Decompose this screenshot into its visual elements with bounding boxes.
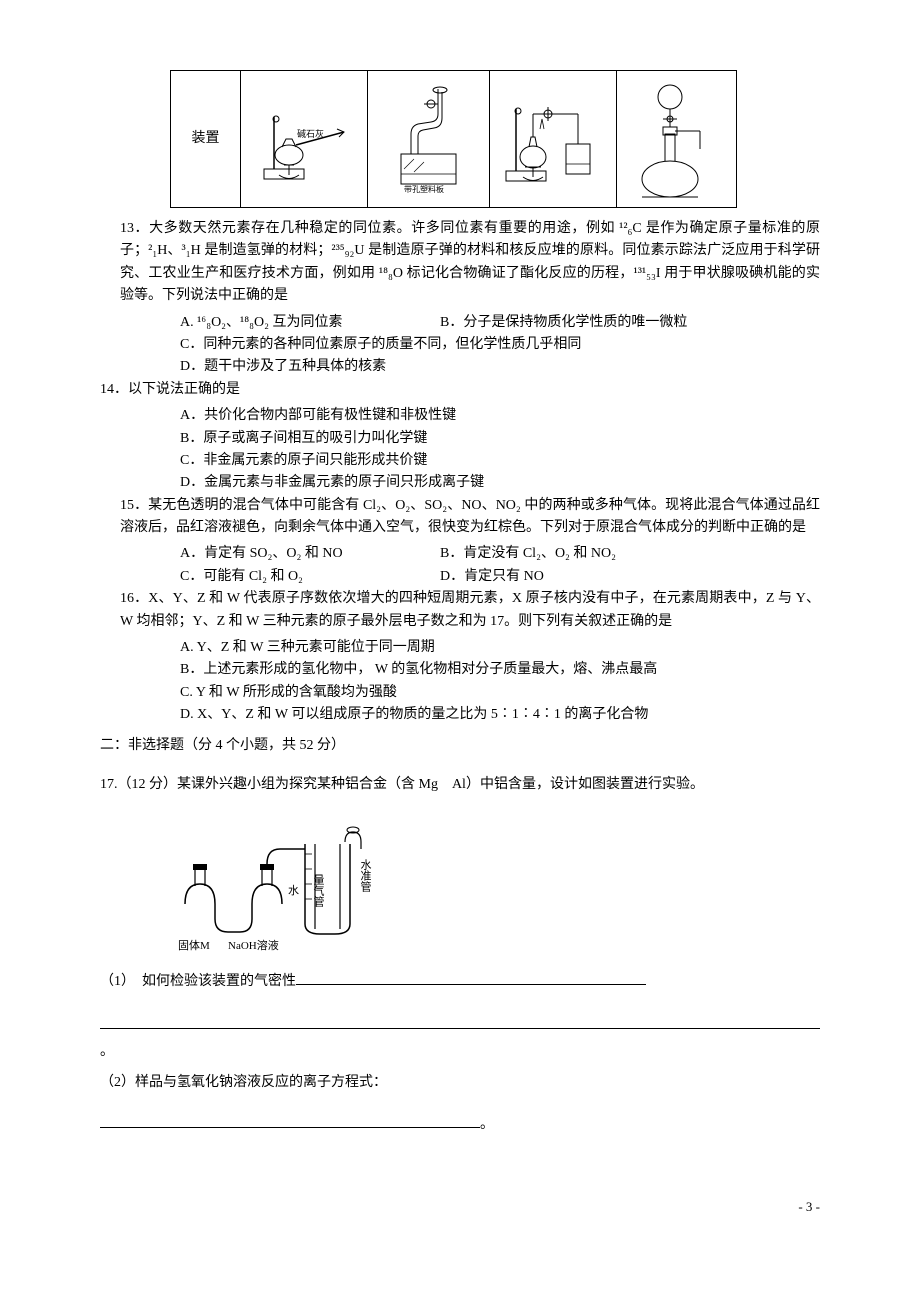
q17-p1-suffix: 。 <box>100 1041 820 1063</box>
label-naoh: NaOH溶液 <box>228 938 279 952</box>
apparatus-cell-1: 碱石灰 <box>241 71 368 208</box>
q14-option-c: C．非金属元素的原子间只能形成共价键 <box>100 450 820 472</box>
q17-stem: 17.（12 分）某课外兴趣小组为探究某种铝合金（含 Mg Al）中铝含量，设计… <box>100 771 820 799</box>
q15-options-ab: A．肯定有 SO₂、O₂ 和 NO B．肯定没有 Cl₂、O₂ 和 NO₂ <box>100 543 820 565</box>
q15-stem: 15．某无色透明的混合气体中可能含有 Cl₂、O₂、SO₂、NO、NO₂ 中的两… <box>100 495 820 540</box>
apparatus-diagram-4 <box>625 79 720 199</box>
q15-option-a: A．肯定有 SO₂、O₂ 和 NO <box>180 543 440 565</box>
q13-option-a: A. ¹⁶₈O₂、¹⁸₈O₂ 互为同位素 <box>180 312 440 334</box>
apparatus-cell-4 <box>617 71 737 208</box>
q16-option-b: B．上述元素形成的氢化物中， W 的氢化物相对分子质量最大，熔、沸点最高 <box>100 659 820 681</box>
apparatus-diagram-1: 碱石灰 <box>249 97 359 182</box>
q13-option-c: C．同种元素的各种同位素原子的质量不同，但化学性质几乎相同 <box>100 334 820 356</box>
q17-p2-suffix: 。 <box>480 1117 494 1132</box>
q13-option-b: B．分子是保持物质化学性质的唯一微粒 <box>440 312 687 334</box>
experiment-diagram: 固体M NaOH溶液 水 量气管 水准管 <box>170 814 820 954</box>
apparatus-diagram-2: 带孔塑料板 <box>376 84 481 194</box>
blank-line-2 <box>100 1005 820 1029</box>
apparatus-cell-2: 带孔塑料板 <box>368 71 490 208</box>
label-gas-tube: 量气管 <box>312 874 325 908</box>
q15-option-d: D．肯定只有 NO <box>440 566 544 588</box>
q16-option-d: D. X、Y、Z 和 W 可以组成原子的物质的量之比为 5∶1∶4∶1 的离子化… <box>100 704 820 726</box>
blank-line-3 <box>100 1112 480 1128</box>
q14-option-a: A．共价化合物内部可能有极性键和非极性键 <box>100 405 820 427</box>
q13-option-d: D．题干中涉及了五种具体的核素 <box>100 356 820 378</box>
label-lime: 碱石灰 <box>297 128 324 139</box>
q16-option-c: C. Y 和 W 所形成的含氧酸均为强酸 <box>100 682 820 704</box>
apparatus-table: 装置 碱石灰 <box>170 70 737 208</box>
q13-stem: 13．大多数天然元素存在几种稳定的同位素。许多同位素有重要的用途，例如 ¹²₆C… <box>100 218 820 308</box>
q14-stem: 14．以下说法正确的是 <box>100 379 820 401</box>
q16-option-a: A. Y、Z 和 W 三种元素可能位于同一周期 <box>100 637 820 659</box>
table-row-label: 装置 <box>171 71 241 208</box>
q15-option-c: C．可能有 Cl₂ 和 O₂ <box>180 566 440 588</box>
q15-option-b: B．肯定没有 Cl₂、O₂ 和 NO₂ <box>440 543 616 565</box>
section2-header: 二：非选择题（分 4 个小题，共 52 分） <box>100 735 820 757</box>
q17-part1: （1） 如何检验该装置的气密性 <box>100 969 820 993</box>
page-number: - 3 - <box>100 1197 820 1218</box>
label-water: 水 <box>288 884 299 897</box>
apparatus-diagram-3 <box>498 89 608 189</box>
q14-option-b: B．原子或离子间相互的吸引力叫化学键 <box>100 428 820 450</box>
q16-stem: 16．X、Y、Z 和 W 代表原子序数依次增大的四种短周期元素，X 原子核内没有… <box>100 588 820 633</box>
blank-line-1 <box>296 969 646 985</box>
label-plastic: 带孔塑料板 <box>404 184 444 194</box>
q15-options-cd: C．可能有 Cl₂ 和 O₂ D．肯定只有 NO <box>100 566 820 588</box>
q13-options-ab: A. ¹⁶₈O₂、¹⁸₈O₂ 互为同位素 B．分子是保持物质化学性质的唯一微粒 <box>100 312 820 334</box>
q14-option-d: D．金属元素与非金属元素的原子间只形成离子键 <box>100 472 820 494</box>
q17-p1-prefix: （1） 如何检验该装置的气密性 <box>100 974 296 989</box>
q17-part2: （2）样品与氢氧化钠溶液反应的离子方程式： <box>100 1072 820 1094</box>
q17-p2-blank: 。 <box>100 1112 820 1136</box>
apparatus-cell-3 <box>490 71 617 208</box>
label-solid: 固体M <box>178 938 210 952</box>
label-level-tube: 水准管 <box>359 859 372 893</box>
